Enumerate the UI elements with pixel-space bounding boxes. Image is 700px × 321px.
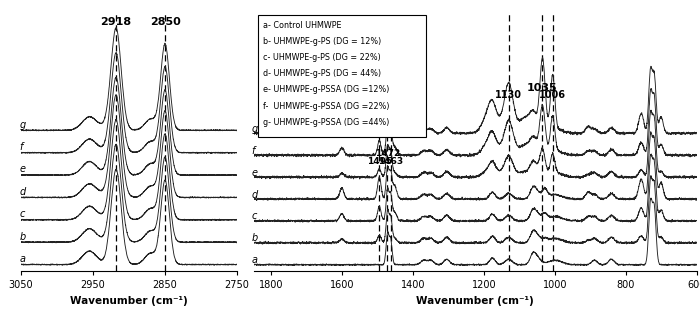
- Text: 1130: 1130: [495, 91, 522, 100]
- Text: g- UHMWPE-g-PSSA (DG =44%): g- UHMWPE-g-PSSA (DG =44%): [263, 118, 390, 127]
- Text: c: c: [20, 209, 25, 219]
- Text: f: f: [20, 142, 23, 152]
- Text: 1035: 1035: [527, 83, 558, 93]
- Text: d: d: [252, 190, 258, 200]
- Text: 1463: 1463: [378, 157, 403, 166]
- Text: g: g: [252, 124, 258, 134]
- Text: a: a: [252, 255, 258, 265]
- Text: f-  UHMWPE-g-PSSA (DG =22%): f- UHMWPE-g-PSSA (DG =22%): [263, 102, 390, 111]
- Text: c- UHMWPE-g-PS (DG = 22%): c- UHMWPE-g-PS (DG = 22%): [263, 53, 381, 62]
- Text: 1495: 1495: [367, 157, 392, 166]
- Text: c: c: [252, 212, 257, 221]
- Text: e: e: [20, 164, 26, 174]
- Text: 1006: 1006: [539, 91, 566, 100]
- Text: 1472: 1472: [375, 150, 400, 159]
- Text: e: e: [252, 168, 258, 178]
- Text: b: b: [20, 231, 26, 242]
- Text: b- UHMWPE-g-PS (DG = 12%): b- UHMWPE-g-PS (DG = 12%): [263, 37, 382, 46]
- X-axis label: Wavenumber (cm⁻¹): Wavenumber (cm⁻¹): [70, 296, 188, 306]
- Text: d: d: [20, 187, 26, 197]
- Text: e- UHMWPE-g-PSSA (DG =12%): e- UHMWPE-g-PSSA (DG =12%): [263, 85, 390, 94]
- Text: d- UHMWPE-g-PS (DG = 44%): d- UHMWPE-g-PS (DG = 44%): [263, 69, 382, 78]
- Text: g: g: [20, 120, 26, 130]
- Text: 2918: 2918: [101, 17, 132, 27]
- Text: f: f: [252, 146, 256, 156]
- X-axis label: Wavenumber (cm⁻¹): Wavenumber (cm⁻¹): [416, 296, 534, 306]
- Text: a: a: [20, 254, 26, 264]
- Text: 2850: 2850: [150, 17, 181, 27]
- Text: b: b: [252, 233, 258, 243]
- Text: a- Control UHMWPE: a- Control UHMWPE: [263, 21, 342, 30]
- FancyBboxPatch shape: [258, 15, 426, 137]
